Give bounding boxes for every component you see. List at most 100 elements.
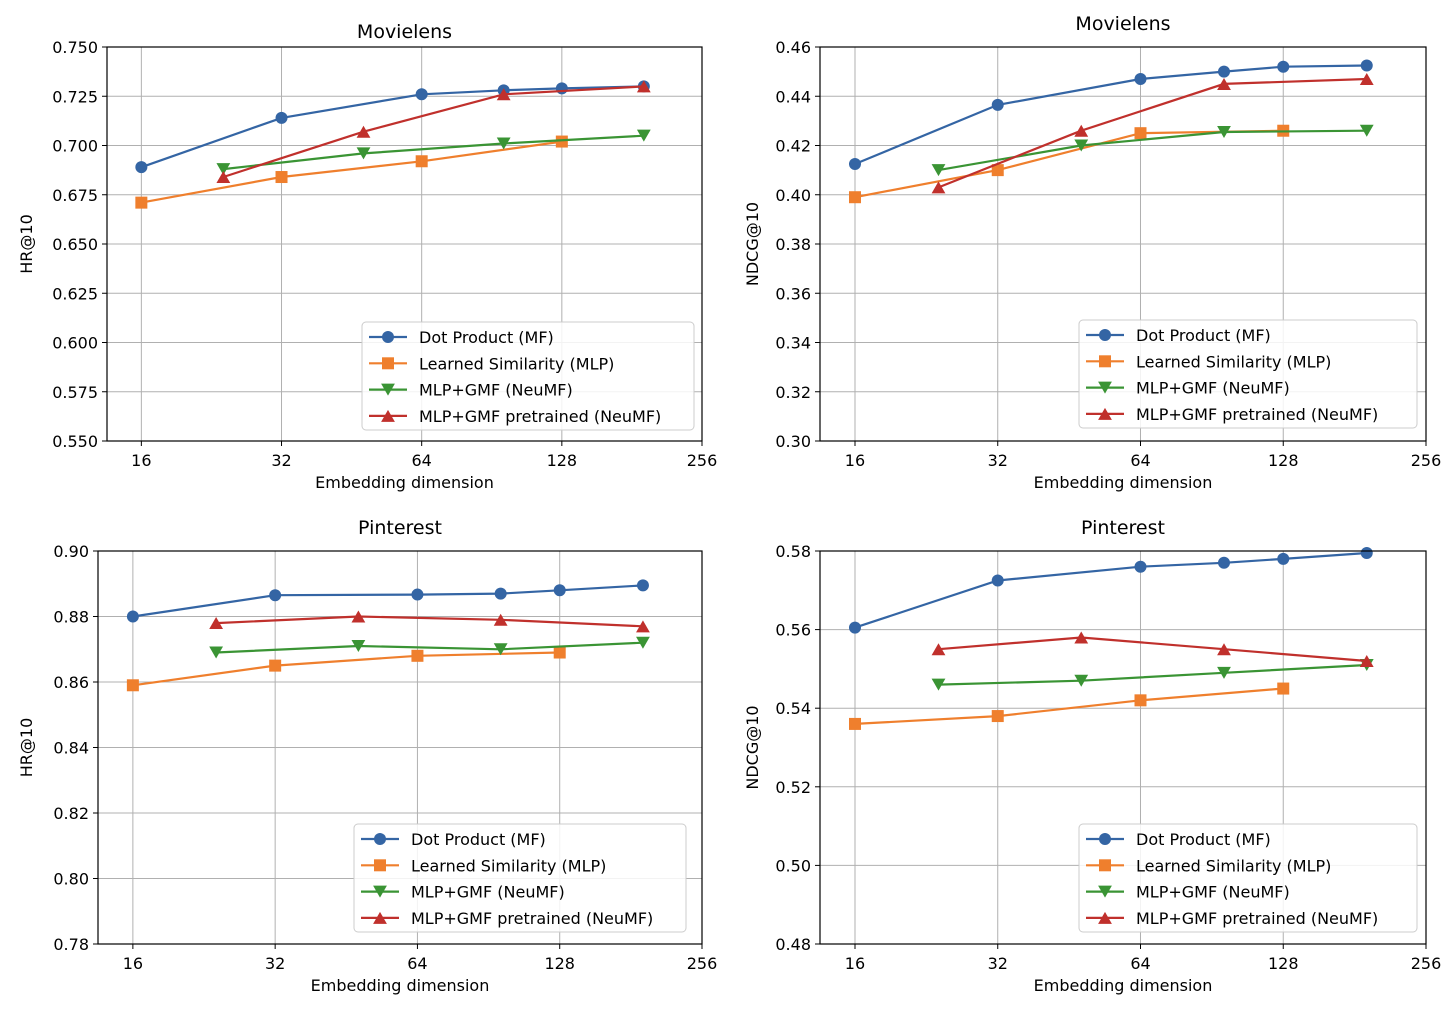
y-tick-label: 0.84 — [53, 739, 89, 758]
data-point — [848, 621, 861, 634]
series-line-4 — [938, 77, 1367, 189]
data-point — [1217, 77, 1231, 90]
data-point — [269, 589, 282, 602]
x-tick-label: 32 — [988, 954, 1008, 973]
legend-box — [1078, 823, 1418, 933]
x-axis-label: Embedding dimension — [311, 976, 490, 995]
data-point — [1074, 124, 1089, 137]
plot-frame — [106, 46, 703, 442]
legend: Dot Product (MF) Learned Similarity (MLP)… — [353, 823, 687, 933]
legend-label: MLP+GMF pretrained (NeuMF) — [1136, 909, 1378, 928]
data-point — [494, 587, 507, 600]
x-axis-label: Embedding dimension — [315, 473, 494, 492]
legend-label: Learned Similarity (MLP) — [1136, 352, 1331, 371]
legend-marker — [374, 833, 386, 845]
legend-box — [361, 321, 695, 431]
series-line-1 — [854, 64, 1367, 166]
legend-marker — [373, 885, 387, 898]
legend-marker — [374, 859, 386, 872]
series-line-1 — [141, 85, 644, 169]
legend-marker — [1099, 833, 1111, 845]
series-line-3 — [216, 641, 643, 654]
y-tick-label: 0.48 — [775, 935, 811, 954]
y-tick-label: 0.36 — [775, 284, 811, 303]
data-point — [275, 171, 288, 184]
data-point — [1277, 552, 1290, 565]
y-axis-label: HR@10 — [17, 718, 36, 778]
chart-title: Pinterest — [358, 517, 442, 539]
x-tick-label: 16 — [845, 451, 865, 470]
data-point — [1217, 666, 1231, 679]
data-point — [275, 111, 288, 124]
x-tick-label: 32 — [265, 954, 285, 973]
y-tick-label: 0.625 — [52, 284, 98, 303]
legend-label: MLP+GMF pretrained (NeuMF) — [411, 909, 653, 928]
series-line-4 — [938, 636, 1367, 663]
data-point — [356, 125, 371, 138]
x-tick-label: 256 — [1411, 451, 1442, 470]
data-point — [1134, 694, 1147, 707]
series-line-2 — [132, 651, 560, 687]
legend-marker — [382, 357, 394, 370]
data-point — [1217, 125, 1231, 138]
chart-panel-2: 16 32 64 128 256 0.30 0.32 0.34 0.36 0.38 0.40 0.42… — [743, 13, 1441, 492]
y-tick-label: 0.600 — [52, 334, 98, 353]
legend-label: Dot Product (MF) — [1136, 326, 1271, 345]
chart-title: Pinterest — [1081, 517, 1165, 539]
y-tick-label: 0.82 — [53, 804, 89, 823]
data-point — [209, 617, 224, 630]
y-tick-label: 0.750 — [52, 38, 98, 57]
y-tick-label: 0.650 — [52, 235, 98, 254]
data-point — [1218, 556, 1230, 569]
data-point — [411, 649, 424, 662]
data-point — [1360, 59, 1373, 72]
data-point — [931, 181, 946, 194]
legend-label: Learned Similarity (MLP) — [1136, 856, 1331, 875]
legend-marker — [1098, 911, 1112, 924]
data-point — [209, 646, 224, 659]
x-tick-label: 32 — [271, 451, 291, 470]
legend-marker — [381, 409, 395, 422]
y-tick-label: 0.42 — [775, 137, 811, 156]
data-point — [636, 636, 650, 649]
y-tick-label: 0.80 — [53, 870, 89, 889]
legend-label: Learned Similarity (MLP) — [411, 856, 606, 875]
y-tick-label: 0.52 — [775, 778, 811, 797]
data-point — [415, 155, 428, 168]
x-tick-label: 32 — [988, 451, 1008, 470]
x-tick-label: 256 — [687, 451, 718, 470]
x-tick-label: 64 — [407, 954, 427, 973]
y-tick-label: 0.40 — [775, 186, 811, 205]
data-point — [1277, 60, 1290, 73]
y-tick-label: 0.38 — [775, 235, 811, 254]
y-axis-label: NDCG@10 — [743, 202, 762, 286]
data-point — [553, 646, 566, 659]
legend: Dot Product (MF) Learned Similarity (MLP)… — [1078, 823, 1418, 933]
x-tick-label: 128 — [547, 451, 578, 470]
legend-label: MLP+GMF (NeuMF) — [1136, 883, 1290, 902]
x-tick-label: 256 — [1411, 954, 1442, 973]
x-tick-label: 64 — [1130, 954, 1150, 973]
data-point — [496, 88, 511, 101]
data-point — [555, 135, 568, 148]
y-tick-label: 0.575 — [52, 383, 98, 402]
chart-panel-3: 16 32 64 128 256 0.78 0.80 0.82 0.84 0.86 0.88 0.90… — [17, 517, 717, 995]
data-point — [848, 717, 861, 730]
x-axis-label: Embedding dimension — [1034, 473, 1213, 492]
y-tick-label: 0.58 — [775, 542, 811, 561]
x-tick-label: 128 — [1268, 451, 1299, 470]
data-point — [1134, 73, 1147, 86]
legend-label: Dot Product (MF) — [419, 328, 554, 347]
data-point — [216, 171, 231, 184]
legend-marker — [1098, 381, 1112, 394]
series-line-2 — [141, 140, 562, 204]
plot-frame — [819, 550, 1427, 945]
data-point — [991, 98, 1004, 111]
chart-panel-4: 16 32 64 128 256 0.48 0.50 0.52 0.54 0.56 0.58 Pint… — [743, 517, 1441, 995]
x-tick-label: 128 — [1268, 954, 1299, 973]
y-tick-label: 0.700 — [52, 137, 98, 156]
y-tick-label: 0.725 — [52, 87, 98, 106]
x-tick-label: 16 — [123, 954, 143, 973]
data-point — [269, 659, 282, 672]
x-tick-label: 16 — [845, 954, 865, 973]
